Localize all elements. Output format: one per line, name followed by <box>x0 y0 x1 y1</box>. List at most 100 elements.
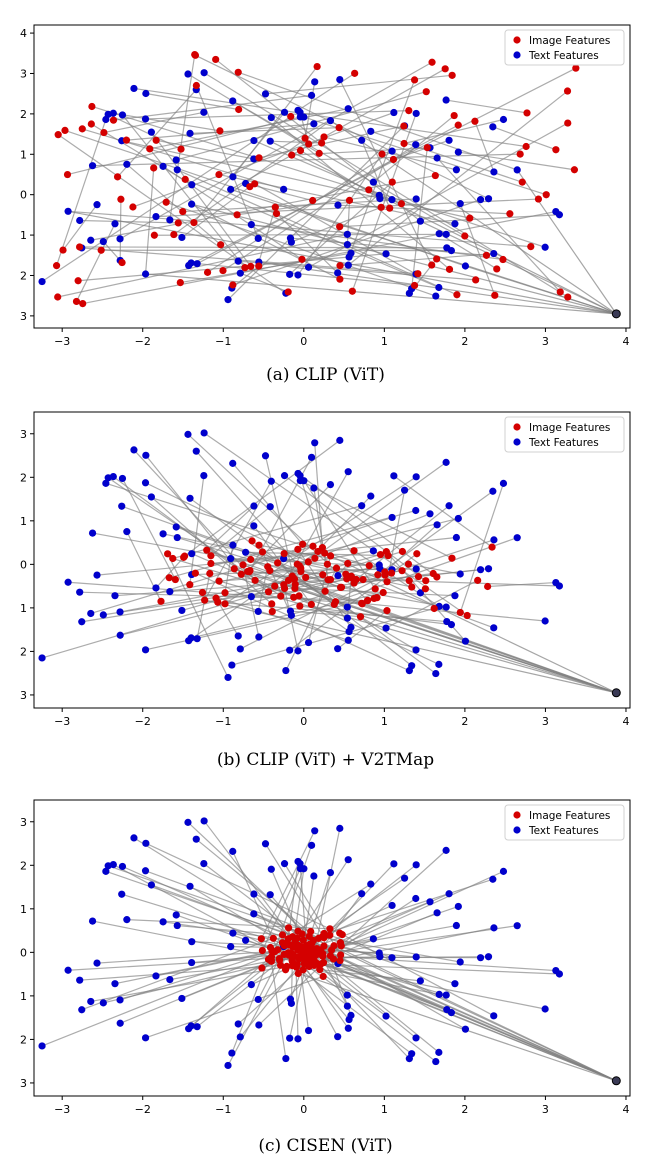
image-feature-point <box>150 231 158 239</box>
pair-line <box>368 189 546 248</box>
text-feature-point <box>109 861 117 869</box>
pair-line <box>254 183 417 275</box>
pair-line <box>311 962 546 1010</box>
text-feature-point <box>247 221 255 229</box>
text-feature-point <box>343 1002 351 1010</box>
image-feature-point <box>307 942 315 950</box>
text-feature-point <box>116 631 124 639</box>
legend-marker <box>513 826 521 834</box>
text-feature-point <box>200 429 208 437</box>
image-feature-point <box>239 561 247 569</box>
pair-line <box>264 455 296 585</box>
pair-line <box>372 115 455 183</box>
pair-line <box>203 432 468 617</box>
text-feature-point <box>261 452 270 460</box>
text-feature-point <box>513 534 521 542</box>
pair-line <box>165 201 436 297</box>
text-feature-point <box>555 211 564 219</box>
text-feature-point <box>141 646 150 654</box>
outlier-line <box>330 120 617 315</box>
text-feature-point <box>432 1057 440 1066</box>
axes-frame <box>33 799 631 1097</box>
text-feature-point <box>267 113 275 122</box>
text-feature-point <box>336 436 344 444</box>
image-feature-point <box>237 570 245 578</box>
image-feature-point <box>463 611 471 620</box>
image-feature-point <box>221 589 229 597</box>
image-feature-point <box>324 576 332 584</box>
pair-line <box>155 198 539 218</box>
image-feature-point <box>212 55 220 64</box>
image-feature-point <box>258 946 266 955</box>
image-feature-point <box>388 178 396 186</box>
legend-marker <box>513 36 521 44</box>
text-feature-point <box>345 627 353 636</box>
image-feature-point <box>450 111 458 120</box>
text-feature-point <box>326 117 335 125</box>
chart-a: −3 −2 −1 0 1 2 3 4 4 3 2 1 0 1 2 3 Image Features Text Fe… <box>20 24 631 348</box>
y-tick-label: 0 <box>20 946 27 959</box>
text-feature-point <box>159 162 167 170</box>
text-feature-point <box>38 654 46 662</box>
text-feature-point <box>343 240 351 249</box>
text-feature-point <box>432 669 440 678</box>
image-feature-point <box>258 548 267 556</box>
image-feature-point <box>298 930 306 938</box>
text-feature-point <box>152 972 160 980</box>
text-feature-point <box>390 472 398 480</box>
image-feature-point <box>461 232 469 240</box>
pair-line <box>260 830 316 939</box>
text-feature-point <box>345 1015 353 1024</box>
image-feature-point <box>129 203 137 211</box>
image-feature-point <box>164 550 172 558</box>
outlier-line <box>324 552 617 694</box>
pair-line <box>121 478 176 580</box>
image-feature-point <box>484 582 492 591</box>
image-feature-point <box>570 166 579 174</box>
text-feature-point <box>376 953 384 961</box>
text-feature-point <box>147 128 155 136</box>
text-feature-point <box>461 637 470 645</box>
image-feature-point <box>350 547 358 555</box>
x-tick-label: −2 <box>135 335 151 348</box>
image-feature-point <box>318 544 327 552</box>
text-feature-point <box>304 263 313 271</box>
y-tick-label: 2 <box>20 471 27 484</box>
points <box>38 817 621 1086</box>
image-feature-point <box>72 297 81 306</box>
image-feature-point <box>313 62 321 71</box>
pair-line <box>210 506 271 557</box>
image-feature-point <box>352 575 360 584</box>
text-feature-point <box>287 238 295 246</box>
image-feature-point <box>272 209 281 218</box>
pair-line <box>339 252 494 267</box>
image-feature-point <box>283 962 291 971</box>
text-feature-point <box>87 997 95 1006</box>
text-feature-point <box>200 472 208 480</box>
text-feature-point <box>236 645 244 653</box>
image-feature-point <box>321 549 329 557</box>
text-feature-point <box>304 638 313 647</box>
text-feature-point <box>296 472 304 480</box>
text-feature-point <box>184 430 192 438</box>
text-feature-point <box>234 1020 242 1028</box>
image-feature-point <box>493 265 501 273</box>
text-feature-point <box>229 173 237 181</box>
axes-frame <box>33 24 631 329</box>
text-feature-point <box>116 1019 124 1027</box>
pair-line <box>277 517 459 564</box>
image-feature-point <box>234 68 242 76</box>
text-feature-point <box>442 991 450 999</box>
image-feature-point <box>527 242 535 251</box>
pair-line <box>227 952 289 1066</box>
image-feature-point <box>389 155 398 164</box>
text-feature-point <box>484 565 493 573</box>
image-feature-point <box>241 264 249 272</box>
text-feature-point <box>184 818 192 826</box>
pair-line <box>274 461 447 587</box>
pair-line <box>339 214 560 228</box>
image-feature-point <box>316 966 324 974</box>
text-feature-point <box>141 270 150 278</box>
pair-line <box>270 961 287 1059</box>
text-feature-point <box>266 503 274 511</box>
